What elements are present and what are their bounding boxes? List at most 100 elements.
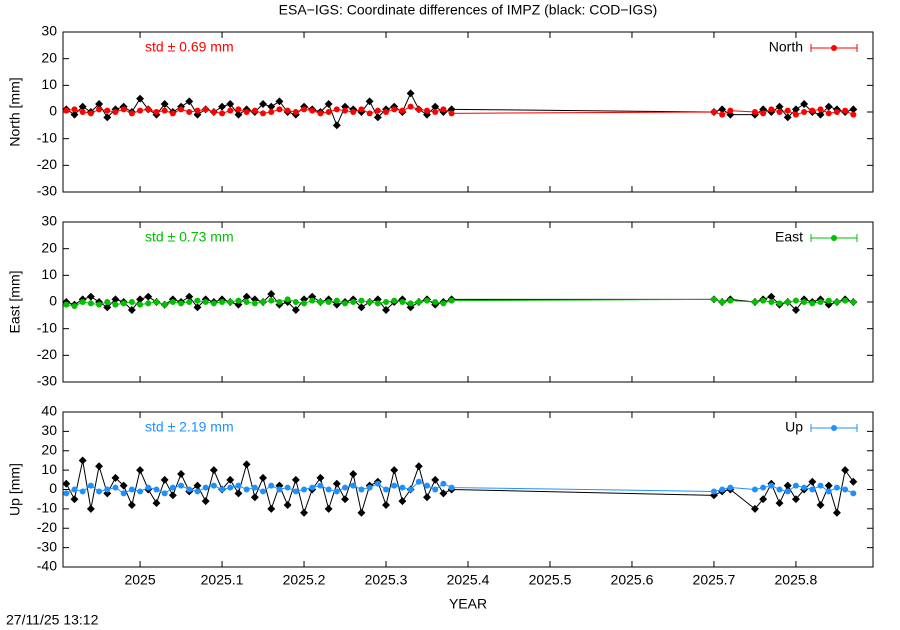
- point: [342, 300, 349, 307]
- point: [842, 297, 849, 304]
- point: [210, 482, 217, 489]
- point: [235, 482, 242, 489]
- point: [268, 109, 275, 115]
- legend-marker: [831, 45, 837, 51]
- point: [791, 105, 800, 114]
- x-tick-label: 2025.4: [447, 572, 490, 588]
- point: [127, 306, 136, 314]
- point: [243, 486, 250, 493]
- x-tick-label: 2025.8: [775, 572, 818, 588]
- point: [193, 481, 202, 490]
- y-tick-label: 20: [41, 239, 57, 255]
- point: [86, 504, 95, 513]
- point: [292, 299, 299, 305]
- point: [759, 495, 768, 504]
- point: [226, 475, 235, 484]
- point: [406, 89, 415, 98]
- point: [185, 97, 194, 106]
- point: [87, 482, 94, 489]
- point: [727, 107, 734, 114]
- point: [153, 486, 160, 493]
- series-line: [66, 106, 854, 116]
- y-tick-label: -20: [37, 346, 57, 362]
- legend-marker: [831, 235, 837, 241]
- point: [87, 110, 94, 117]
- point: [160, 100, 169, 108]
- point: [283, 501, 292, 509]
- y-tick-label: 20: [41, 49, 57, 65]
- point: [825, 110, 832, 117]
- point: [784, 107, 791, 114]
- point: [95, 100, 104, 108]
- y-tick-label: 30: [41, 422, 57, 438]
- point: [407, 486, 414, 493]
- point: [849, 105, 858, 114]
- point: [350, 299, 357, 305]
- point: [383, 486, 390, 493]
- point: [120, 490, 127, 497]
- point: [112, 301, 119, 308]
- point: [332, 479, 341, 488]
- point: [350, 109, 357, 115]
- point: [153, 299, 160, 305]
- point: [202, 106, 209, 113]
- point: [719, 111, 726, 118]
- point: [260, 488, 267, 495]
- point: [775, 499, 784, 508]
- point: [70, 110, 79, 119]
- point: [284, 296, 291, 303]
- point: [414, 462, 423, 471]
- point: [145, 300, 152, 307]
- point: [833, 299, 840, 305]
- point: [333, 106, 340, 113]
- point: [144, 292, 153, 301]
- point: [776, 300, 783, 307]
- point: [317, 299, 324, 305]
- legend-label: Up: [785, 419, 803, 435]
- point: [194, 107, 201, 114]
- point: [276, 486, 283, 493]
- point: [201, 497, 210, 506]
- point: [316, 473, 325, 482]
- point: [301, 106, 308, 113]
- point: [120, 106, 127, 113]
- point: [226, 100, 235, 108]
- point: [424, 107, 431, 114]
- point: [219, 486, 226, 493]
- point: [153, 109, 160, 115]
- series-line: [66, 293, 854, 311]
- point: [751, 299, 758, 305]
- point: [161, 107, 168, 114]
- legend-label: North: [769, 39, 803, 55]
- point: [227, 299, 234, 305]
- point: [235, 297, 242, 304]
- y-tick-label: -10: [37, 500, 57, 516]
- point: [267, 504, 276, 513]
- point: [137, 301, 144, 308]
- point: [185, 292, 194, 301]
- point: [825, 488, 832, 495]
- point: [383, 299, 390, 305]
- point: [424, 482, 431, 489]
- point: [87, 300, 94, 307]
- point: [342, 484, 349, 491]
- point: [791, 495, 800, 504]
- x-tick-label: 2025.7: [693, 572, 736, 588]
- point: [850, 111, 857, 118]
- y-tick-label: 30: [41, 213, 57, 229]
- point: [292, 109, 299, 115]
- point: [816, 501, 825, 509]
- point: [128, 110, 135, 117]
- point: [259, 473, 268, 482]
- point: [440, 106, 447, 113]
- point: [391, 482, 398, 489]
- point: [801, 109, 808, 115]
- point: [71, 106, 78, 113]
- point: [365, 97, 374, 106]
- point: [825, 297, 832, 304]
- point: [325, 486, 332, 493]
- point: [325, 109, 332, 115]
- point: [186, 486, 193, 493]
- point: [169, 484, 176, 491]
- x-tick-label: 2025.2: [283, 572, 326, 588]
